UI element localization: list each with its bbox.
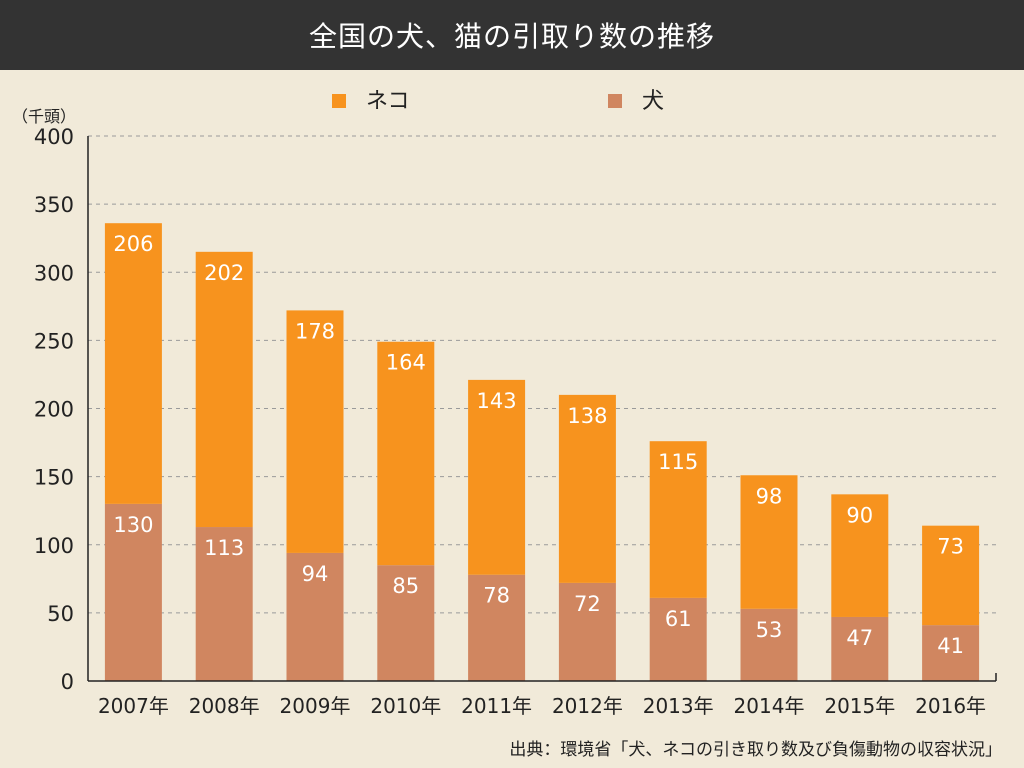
legend-label-cat: ネコ (366, 89, 410, 114)
x-tick-label: 2016年 (915, 694, 986, 718)
x-tick-label: 2008年 (189, 694, 260, 718)
bar-cat (104, 223, 162, 504)
bar-dog (468, 574, 526, 681)
x-tick-label: 2007年 (98, 694, 169, 718)
data-label-dog: 113 (204, 536, 244, 560)
data-label-cat: 178 (295, 319, 335, 343)
chart-title: 全国の犬、猫の引取り数の推移 (0, 0, 1024, 70)
bar-cat (922, 525, 980, 626)
data-label-dog: 130 (113, 513, 153, 537)
data-label-dog: 61 (665, 607, 692, 631)
data-label-cat: 90 (846, 503, 873, 527)
x-axis-ticks: 2007年 2008年 2009年 2010年 2011年 2012年 2013年 2014年… (98, 694, 986, 718)
data-label-cat: 138 (567, 404, 607, 428)
data-label-dog: 53 (756, 618, 783, 642)
x-tick-label: 2009年 (280, 694, 351, 718)
bar-dog (649, 597, 707, 681)
legend-label-dog: 犬 (642, 89, 664, 114)
data-label-cat: 143 (477, 389, 517, 413)
x-tick-label: 2012年 (552, 694, 623, 718)
bars: 206 130 202 113 178 94 164 85 143 78 138 72 115 61 98 5… (104, 223, 980, 681)
y-tick-label: 150 (34, 466, 74, 490)
bar-dog (740, 608, 798, 681)
y-tick-label: 250 (34, 329, 74, 353)
y-tick-label: 200 (34, 398, 74, 422)
bar-dog (286, 552, 344, 681)
bar-dog (195, 527, 253, 681)
legend-swatch-dog (608, 94, 622, 108)
bar-cat (195, 251, 253, 528)
data-label-cat: 73 (937, 535, 964, 559)
data-label-dog: 78 (483, 584, 510, 608)
bar-dog (831, 616, 889, 681)
data-label-cat: 206 (113, 232, 153, 256)
y-tick-label: 400 (34, 125, 74, 149)
data-label-dog: 94 (302, 562, 329, 586)
y-tick-label: 100 (34, 534, 74, 558)
y-tick-label: 350 (34, 193, 74, 217)
source-note: 出典：環境省「犬、ネコの引き取り数及び負傷動物の収容状況」 (509, 740, 1002, 760)
bar-dog (377, 565, 435, 681)
data-label-cat: 98 (756, 484, 783, 508)
bar-cat (740, 475, 798, 609)
data-label-cat: 202 (204, 261, 244, 285)
data-label-cat: 164 (386, 351, 426, 375)
legend-swatch-cat (332, 94, 346, 108)
x-tick-label: 2015年 (824, 694, 895, 718)
x-tick-label: 2010年 (370, 694, 441, 718)
y-tick-label: 50 (47, 602, 74, 626)
legend: ネコ 犬 (332, 89, 664, 114)
bar-cat (831, 494, 889, 617)
bar-cat (377, 341, 435, 566)
bar-cat (558, 394, 616, 583)
data-label-cat: 115 (658, 450, 698, 474)
bar-dog (922, 625, 980, 681)
x-tick-label: 2013年 (643, 694, 714, 718)
data-label-dog: 41 (937, 634, 964, 658)
data-label-dog: 47 (846, 626, 873, 650)
axes (87, 136, 997, 682)
data-label-dog: 85 (392, 574, 419, 598)
stacked-bar-chart: ネコ 犬 （千頭） 0 50 100 150 200 250 300 350 400 206 13… (12, 89, 997, 718)
bar-cat (649, 441, 707, 598)
x-tick-label: 2011年 (461, 694, 532, 718)
bar-cat (468, 379, 526, 575)
y-tick-label: 300 (34, 261, 74, 285)
y-tick-label: 0 (61, 670, 74, 694)
y-axis-unit-label: （千頭） (12, 107, 76, 126)
bar-dog (558, 582, 616, 681)
x-tick-label: 2014年 (734, 694, 805, 718)
y-axis-ticks: 0 50 100 150 200 250 300 350 400 (34, 125, 74, 694)
bar-cat (286, 310, 344, 553)
data-label-dog: 72 (574, 592, 601, 616)
bar-dog (104, 503, 162, 681)
